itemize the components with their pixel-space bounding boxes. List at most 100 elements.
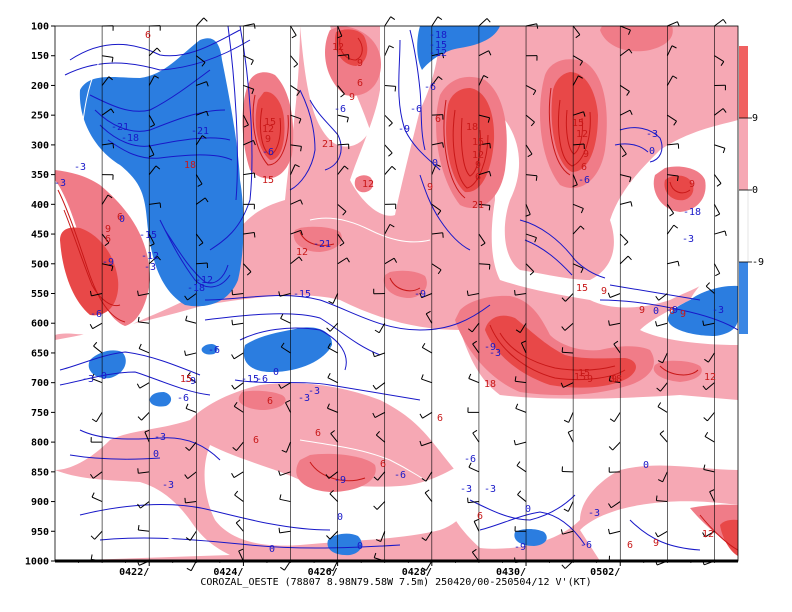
colorbar-negative — [739, 262, 748, 334]
wind-barb-shaft — [95, 412, 103, 423]
wind-barb-flag — [280, 566, 285, 571]
wind-barb-flag — [330, 430, 335, 434]
wind-barb-shaft — [666, 45, 673, 56]
wind-barb-flag — [201, 62, 206, 67]
wind-barb-shaft — [478, 263, 490, 266]
colorbar-neutral — [738, 189, 749, 263]
wind-barb-shaft — [327, 347, 338, 354]
wind-barb-shaft — [148, 255, 158, 265]
wind-barb-flag — [608, 375, 611, 381]
contour-label: 6 — [253, 435, 259, 446]
wind-barb-shaft — [384, 144, 393, 154]
wind-barb-shaft — [468, 466, 480, 473]
wind-barb-shaft — [238, 550, 244, 562]
contour-label: 15 — [578, 368, 590, 379]
wind-barb-flag — [421, 477, 427, 482]
contour-label: -6 — [90, 309, 102, 320]
wind-barb-flag — [527, 153, 533, 158]
contour-positive — [460, 117, 481, 177]
wind-barb-flag — [657, 402, 662, 407]
wind-barb-shaft — [714, 144, 726, 149]
contour-negative — [69, 454, 161, 460]
y-tick-label: 550 — [31, 289, 49, 300]
wind-barb-flag — [572, 184, 578, 188]
wind-barb-shaft — [380, 531, 386, 542]
wind-barb-flag — [608, 320, 610, 326]
wind-barb-flag — [672, 75, 678, 79]
contour-labels: 612969-18-15-12-66-6-9-6-21-18-211815129… — [54, 30, 724, 555]
contour-label: -12 — [195, 275, 213, 286]
wind-barb-flag — [671, 45, 677, 49]
wind-barb-shaft — [195, 174, 203, 185]
wind-barb-flag — [91, 418, 97, 423]
wind-barb-shaft — [148, 165, 157, 175]
wind-barb-shaft — [562, 530, 574, 535]
contour-label: 15 — [264, 117, 276, 128]
contour-positive — [339, 37, 363, 61]
wind-barb-shaft — [337, 114, 349, 118]
wind-barb-flag — [472, 340, 478, 345]
wind-barb-shaft — [467, 501, 479, 504]
wind-barb-flag — [346, 117, 349, 123]
colorbar-label: -9 — [752, 257, 764, 268]
contour-label: -3 — [82, 374, 94, 385]
contour-label: -3 — [162, 480, 174, 491]
wind-barb-shaft — [525, 174, 538, 177]
contour-positive — [699, 514, 738, 551]
wind-barb-flag — [607, 292, 611, 298]
wind-barbs — [89, 16, 727, 572]
wind-barb-flag — [89, 473, 94, 479]
wind-barb-flag — [535, 175, 538, 181]
wind-barb-shaft — [285, 402, 291, 413]
wind-barb-flag — [250, 60, 254, 66]
wind-barb-shaft — [196, 197, 206, 205]
contour-label: 0 — [643, 460, 649, 471]
wind-barb-flag — [514, 376, 517, 382]
contour-label: 0 — [273, 367, 279, 378]
wind-barb-shaft — [374, 411, 385, 419]
wind-barb-flag — [514, 290, 516, 296]
contour-label: -15 — [429, 40, 447, 51]
wind-barb-shaft — [573, 143, 585, 146]
wind-barb-shaft — [667, 21, 678, 27]
wind-barb-shaft — [234, 494, 244, 502]
wind-barb-shaft — [101, 263, 113, 267]
wind-barb-shaft — [609, 530, 621, 535]
wind-barb-flag — [575, 34, 581, 39]
contour-label: 18 — [184, 160, 196, 171]
contour-label: -3 — [144, 262, 156, 273]
wind-barb-flag — [421, 537, 427, 541]
wind-barb-shaft — [619, 255, 629, 265]
wind-barb-flag — [298, 118, 302, 124]
wind-barb-flag — [346, 257, 350, 263]
wind-barb-flag — [389, 45, 394, 49]
contour-label: -6 — [262, 147, 274, 158]
wind-barb-shaft — [140, 501, 150, 509]
wind-barb-shaft — [714, 18, 724, 27]
contour-label: 6 — [117, 212, 123, 223]
wind-barb-shaft — [232, 322, 244, 326]
contour-label: 9 — [357, 58, 363, 69]
wind-barb-shaft — [290, 144, 302, 147]
wind-barb-shaft — [478, 203, 490, 206]
contour-label: 12 — [472, 150, 484, 161]
wind-barb-flag — [246, 271, 252, 276]
y-tick-label: 250 — [31, 111, 49, 122]
contour-label: 6 — [145, 30, 151, 41]
wind-barb-flag — [184, 350, 187, 356]
wind-barb-shaft — [148, 75, 155, 86]
wind-barb-flag — [112, 143, 115, 149]
contour-label: 9 — [265, 134, 271, 145]
contour-negative — [398, 39, 441, 171]
contour-label: 6 — [627, 540, 633, 551]
contour-label: -6 — [464, 454, 476, 465]
wind-barb-shaft — [290, 85, 300, 93]
wind-barb-flag — [394, 86, 397, 92]
wind-barb-flag — [486, 18, 491, 23]
contour-negative — [619, 127, 663, 163]
contour-label: 18 — [484, 379, 496, 390]
wind-barb-flag — [472, 548, 477, 553]
wind-barb-shaft — [102, 142, 114, 146]
wind-barb-shaft — [195, 135, 203, 146]
